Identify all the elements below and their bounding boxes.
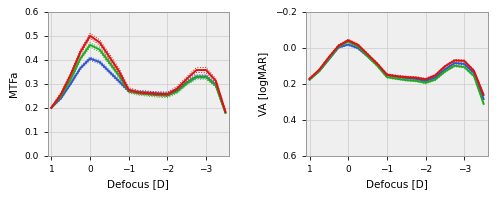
X-axis label: Defocus [D]: Defocus [D] [366,179,428,189]
Y-axis label: VA [logMAR]: VA [logMAR] [260,52,270,116]
Y-axis label: MTFa: MTFa [8,71,18,97]
X-axis label: Defocus [D]: Defocus [D] [108,179,170,189]
